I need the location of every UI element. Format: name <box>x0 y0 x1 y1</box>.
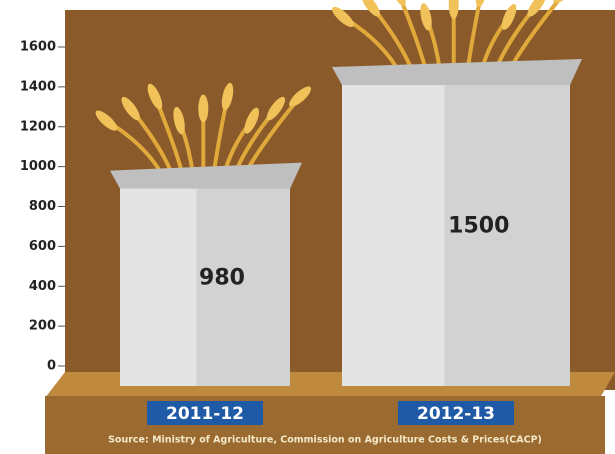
wheat-head <box>121 96 140 121</box>
wheat-head <box>95 110 118 131</box>
wheat-head <box>198 94 209 123</box>
wheat-head <box>173 106 185 135</box>
wheat-head <box>332 6 354 28</box>
box-flap <box>110 162 302 189</box>
wheat-head <box>289 86 312 107</box>
y-tick-label: 600 <box>29 239 56 254</box>
box-flap <box>332 58 582 85</box>
y-tick-label: 200 <box>29 319 56 334</box>
y-tick-label: 0 <box>47 359 56 374</box>
y-tick-label: 1400 <box>20 79 56 94</box>
wheat-head <box>527 0 546 17</box>
wheat-head <box>448 0 459 19</box>
y-tick-label: 400 <box>29 279 56 294</box>
x-tick-label: 2012-13 <box>417 404 495 424</box>
y-tick-label: 1600 <box>20 40 56 55</box>
y-tick-label: 1000 <box>20 159 56 174</box>
x-tick-label: 2011-12 <box>166 404 244 424</box>
wheat-head <box>475 0 488 7</box>
box-side <box>444 66 570 386</box>
source-note: Source: Ministry of Agriculture, Commiss… <box>108 435 542 446</box>
wheat-head <box>244 107 259 134</box>
bars: 980 2011-12 1500 2012-13 <box>95 0 582 425</box>
box-side <box>196 170 290 386</box>
category-box <box>398 401 514 425</box>
value-label: 980 <box>199 265 245 290</box>
wheat-head <box>221 82 234 111</box>
value-label: 1500 <box>448 213 509 238</box>
wheat-head <box>501 3 517 30</box>
wheat-head <box>266 96 286 121</box>
wheat-head <box>147 83 163 110</box>
y-tick-label: 800 <box>29 199 56 214</box>
y-tick-label: 1200 <box>20 119 56 134</box>
category-box <box>147 401 263 425</box>
wheat-head <box>420 3 432 31</box>
wheat-head <box>361 0 380 17</box>
